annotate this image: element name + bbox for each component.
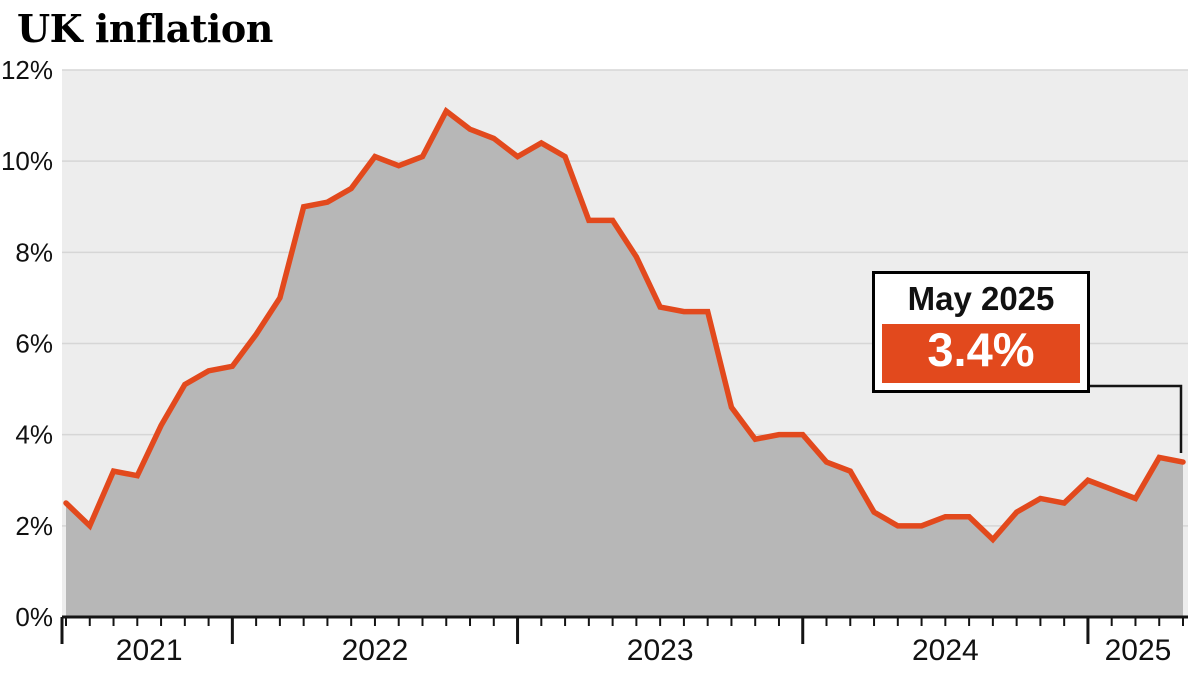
- svg-text:8%: 8%: [15, 237, 53, 267]
- callout-value-badge: 3.4%: [882, 323, 1080, 383]
- svg-text:2025: 2025: [1105, 634, 1172, 667]
- latest-value-callout: May 2025 3.4%: [872, 271, 1090, 393]
- svg-text:10%: 10%: [1, 146, 53, 176]
- chart-title: UK inflation: [17, 6, 273, 51]
- svg-text:2%: 2%: [15, 511, 53, 541]
- svg-text:4%: 4%: [15, 420, 53, 450]
- svg-text:2024: 2024: [912, 634, 979, 667]
- svg-text:2021: 2021: [116, 634, 183, 667]
- svg-text:6%: 6%: [15, 329, 53, 359]
- svg-text:12%: 12%: [1, 55, 53, 85]
- svg-text:2023: 2023: [627, 634, 694, 667]
- callout-date-label: May 2025: [907, 280, 1055, 317]
- svg-text:0%: 0%: [15, 602, 53, 632]
- svg-text:2022: 2022: [342, 634, 409, 667]
